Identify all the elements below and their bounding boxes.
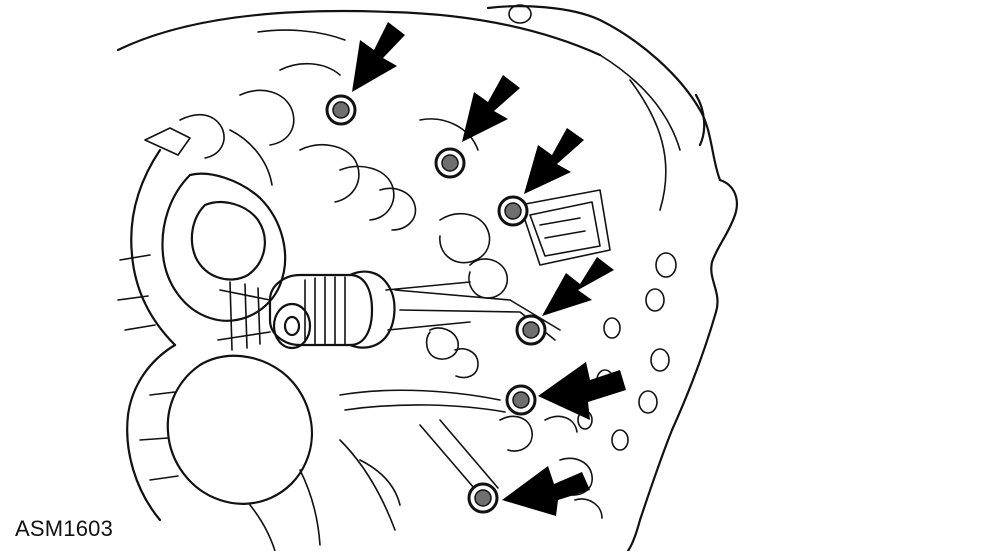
arrow-icon	[502, 466, 590, 516]
bolt-6	[467, 482, 499, 514]
arrow-icon	[542, 257, 614, 316]
casting-details	[249, 118, 611, 551]
arrow-icon	[352, 22, 405, 92]
housing-outline	[116, 5, 738, 551]
arrow-icon	[462, 75, 520, 142]
figure-code-label: ASM1603	[15, 516, 114, 541]
input-shaft	[217, 270, 471, 351]
bolt-4	[515, 314, 547, 346]
bolt-5	[505, 384, 537, 416]
left-flange	[117, 29, 346, 522]
callout-arrows	[352, 22, 626, 516]
arrow-icon	[538, 362, 626, 420]
arrow-icon	[524, 128, 584, 194]
bolt-2	[434, 147, 466, 179]
bolt-3	[497, 195, 529, 227]
bolt-1	[325, 94, 357, 126]
bolts	[325, 94, 547, 514]
